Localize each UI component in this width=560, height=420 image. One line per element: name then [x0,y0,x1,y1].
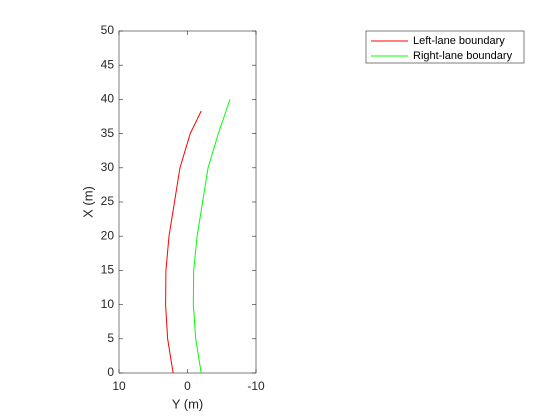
y-tick-label: 45 [101,57,115,71]
y-tick-label: 30 [101,160,115,174]
x-tick-label: 10 [112,379,126,393]
y-axis-label: X (m) [80,186,95,218]
lane-line [192,99,231,374]
y-tick-label: 40 [101,92,115,106]
y-tick-label: 20 [101,228,115,242]
legend: Left-lane boundary Right-lane boundary [365,30,525,64]
x-axis-label: Y (m) [172,396,204,411]
y-tick-label: 0 [107,365,114,379]
legend-box [365,30,525,64]
y-tick-label: 50 [101,23,115,37]
lane-line [165,110,202,374]
legend-entry: Left-lane boundary [413,35,505,47]
y-tick-label: 10 [101,297,115,311]
y-tick-label: 15 [101,263,115,277]
y-tick-label: 25 [101,194,115,208]
y-tick-label: 35 [101,126,115,140]
x-tick-label: -10 [247,379,265,393]
plot-area [118,30,257,374]
y-tick-label: 5 [107,331,114,345]
x-tick-label: 0 [184,379,191,393]
legend-entry: Right-lane boundary [413,50,513,62]
